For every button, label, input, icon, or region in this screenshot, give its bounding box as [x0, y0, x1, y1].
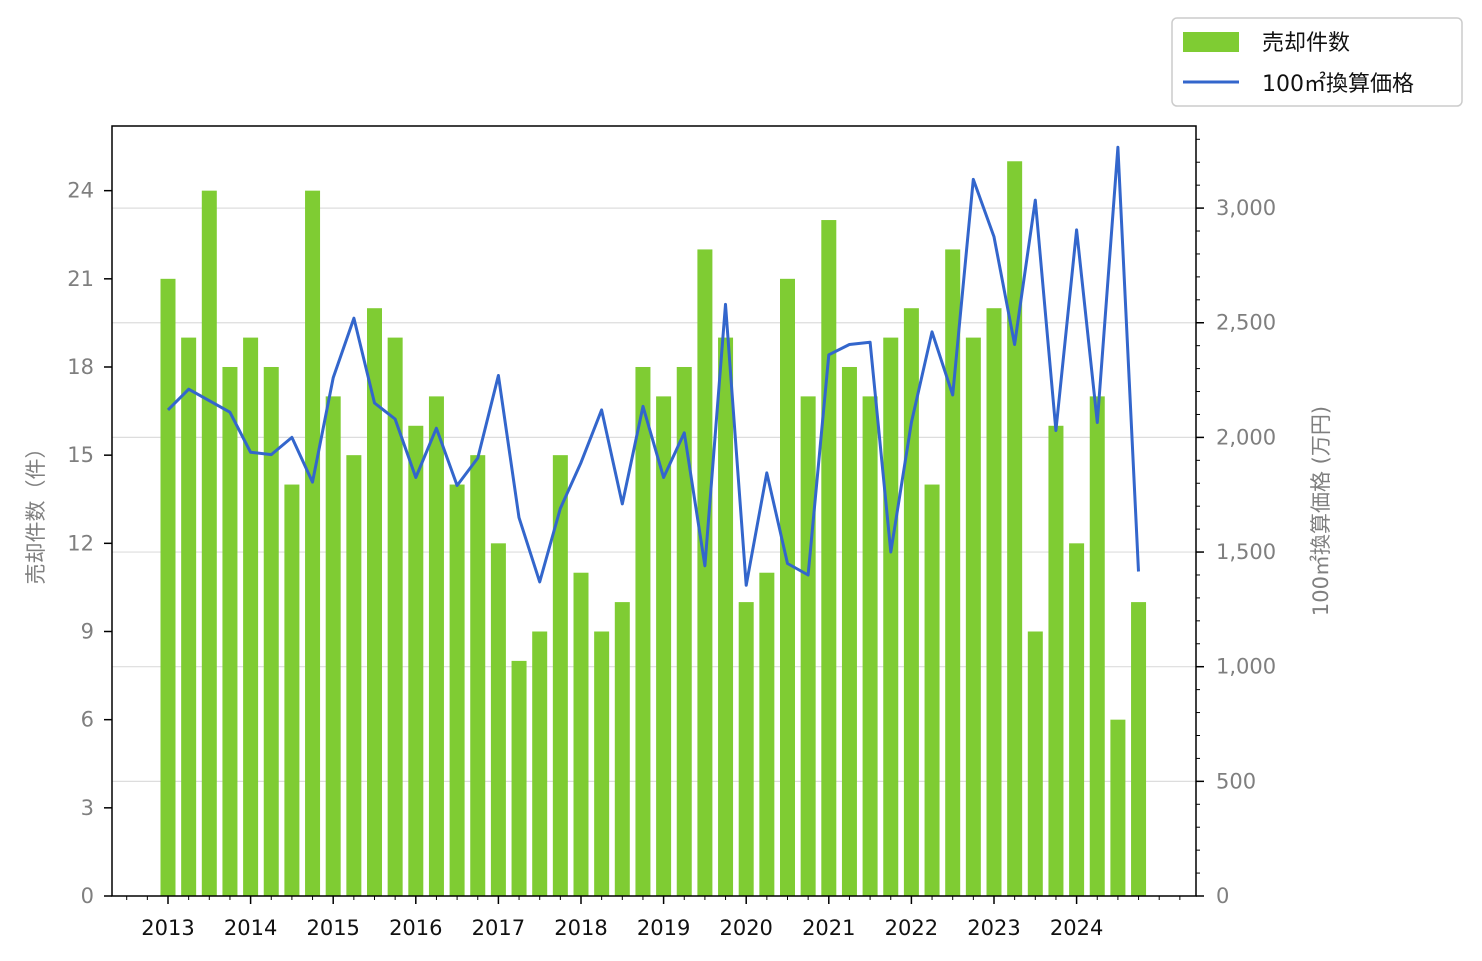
bar	[1048, 425, 1064, 896]
x-tick-label: 2023	[967, 916, 1020, 940]
x-tick-label: 2015	[306, 916, 359, 940]
bar	[387, 337, 403, 897]
bar	[367, 308, 382, 896]
bar	[408, 425, 424, 896]
bar	[841, 366, 857, 896]
bar	[325, 396, 341, 896]
bar	[573, 572, 589, 896]
bar	[924, 484, 940, 896]
right-tick-label: 3,000	[1216, 196, 1276, 220]
bar	[656, 396, 672, 896]
x-tick-label: 2022	[885, 916, 938, 940]
right-tick-label: 500	[1216, 769, 1256, 793]
line-series	[166, 145, 1140, 587]
bar	[428, 396, 444, 896]
right-tick-label: 0	[1216, 884, 1229, 908]
bar	[181, 337, 197, 897]
left-tick-label: 15	[67, 443, 94, 467]
bar	[1089, 396, 1105, 896]
right-axis-label: 100㎡換算価格 (万円)	[1309, 406, 1333, 616]
bar	[697, 249, 713, 896]
right-tick-label: 2,500	[1216, 311, 1276, 335]
left-axis: 0 3 6 9 12 15 18 21 24	[67, 179, 112, 908]
bar	[945, 249, 961, 896]
bar	[470, 455, 486, 896]
right-tick-label: 2,000	[1216, 425, 1276, 449]
x-tick-label: 2024	[1050, 916, 1103, 940]
bar	[305, 190, 321, 896]
bar	[532, 631, 548, 896]
bar-series	[160, 161, 1147, 897]
bar	[862, 396, 878, 896]
bar	[201, 190, 217, 896]
x-tick-label: 2014	[224, 916, 277, 940]
bar	[800, 396, 816, 896]
bar	[986, 308, 1002, 896]
x-tick-label: 2017	[472, 916, 525, 940]
x-tick-label: 2016	[389, 916, 442, 940]
bar	[263, 366, 279, 896]
bar	[965, 337, 981, 897]
bar	[160, 278, 176, 896]
bar	[676, 366, 692, 896]
bar	[490, 543, 506, 896]
bar	[821, 220, 837, 897]
bar	[243, 337, 259, 897]
legend-line-label: 100㎡換算価格	[1262, 71, 1414, 97]
left-tick-label: 18	[67, 355, 94, 379]
bar	[449, 484, 465, 896]
bar	[511, 660, 527, 896]
bar	[1027, 631, 1043, 896]
left-tick-label: 9	[81, 619, 94, 643]
bar	[552, 455, 568, 896]
x-axis: 2013 2014 2015 2016 2017 2018 2019 2020 2021 2022…	[126, 896, 1181, 940]
bar	[594, 631, 610, 896]
left-tick-label: 3	[81, 796, 94, 820]
bar	[222, 366, 238, 896]
right-axis: 0 500 1,000 1,500 2,000 2,500 3,000	[1196, 138, 1276, 908]
left-tick-label: 6	[81, 708, 94, 732]
left-tick-label: 0	[81, 884, 94, 908]
bar	[284, 484, 300, 896]
left-axis-label: 売却件数（件）	[24, 438, 48, 585]
bar	[738, 602, 754, 896]
bar	[635, 366, 651, 896]
line-path	[166, 145, 1140, 587]
bar	[759, 572, 775, 896]
x-tick-label: 2020	[719, 916, 772, 940]
legend-bar-swatch	[1183, 32, 1239, 52]
bar	[346, 455, 362, 896]
bar	[718, 337, 734, 897]
right-tick-label: 1,500	[1216, 540, 1276, 564]
left-tick-label: 21	[67, 267, 94, 291]
bar	[1131, 602, 1147, 896]
left-tick-label: 12	[67, 531, 94, 555]
legend-bar-label: 売却件数	[1262, 31, 1350, 56]
bar	[780, 278, 795, 896]
left-tick-label: 24	[67, 179, 94, 203]
plot-frame	[111, 125, 1197, 897]
x-tick-label: 2019	[637, 916, 690, 940]
legend: 売却件数 100㎡換算価格	[1171, 17, 1463, 107]
right-tick-label: 1,000	[1216, 655, 1276, 679]
bar	[1007, 161, 1023, 896]
legend-frame	[1171, 17, 1463, 107]
bar	[1110, 719, 1126, 896]
bar	[614, 602, 630, 896]
x-tick-label: 2021	[802, 916, 855, 940]
x-tick-label: 2018	[554, 916, 607, 940]
bar	[883, 337, 899, 897]
x-tick-label: 2013	[141, 916, 194, 940]
bar	[1069, 543, 1085, 896]
